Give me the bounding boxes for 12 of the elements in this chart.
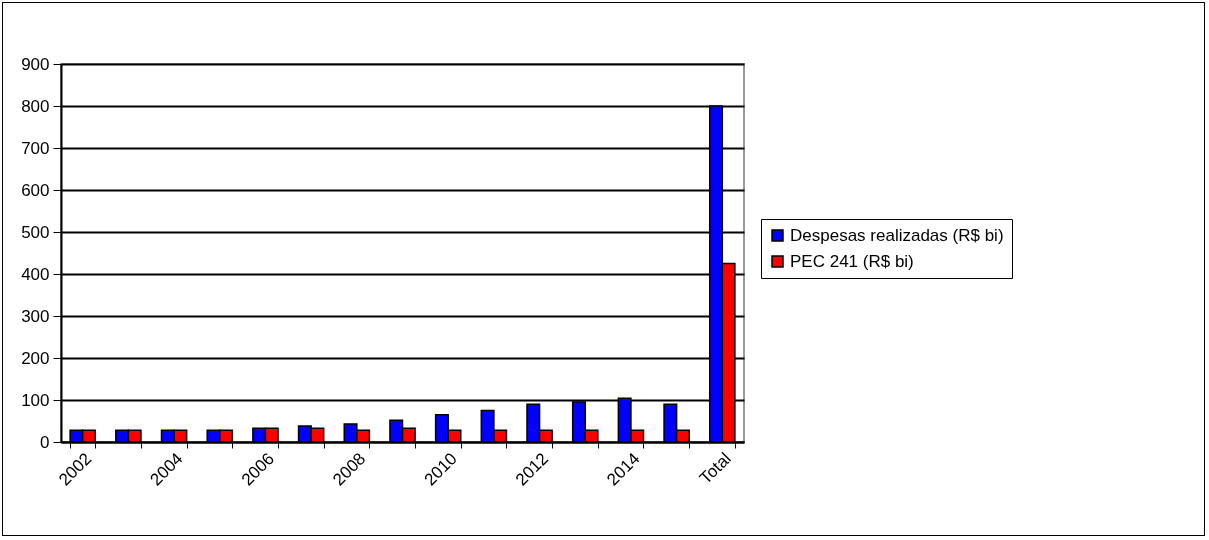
y-tick-label: 100	[21, 390, 50, 410]
y-tick-label: 0	[40, 432, 50, 452]
y-tick-label: 400	[21, 264, 50, 284]
y-tick-label: 900	[21, 54, 50, 74]
legend-label: PEC 241 (R$ bi)	[790, 251, 914, 271]
y-tick-label: 300	[21, 306, 50, 326]
y-tick-label: 700	[21, 138, 50, 158]
y-tick-label: 800	[21, 96, 50, 116]
y-tick-label: 500	[21, 222, 50, 242]
legend-label: Despesas realizadas (R$ bi)	[790, 225, 1004, 245]
y-tick-label: 200	[21, 348, 50, 368]
y-tick-label: 600	[21, 180, 50, 200]
